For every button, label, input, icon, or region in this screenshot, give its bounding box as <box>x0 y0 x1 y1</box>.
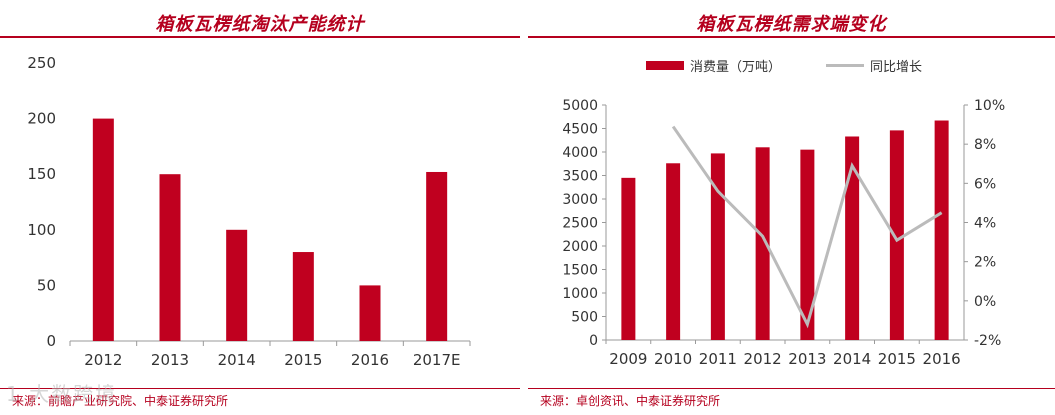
left-title-rule <box>0 36 520 38</box>
bar-2012 <box>92 118 114 341</box>
bar-2015 <box>889 130 904 340</box>
y-tick-label: 500 <box>571 310 598 326</box>
right-chart-panel: 箱板瓦楞纸需求端变化 消费量（万吨） 同比增长 0 500 1000 1500 2000… <box>528 0 1055 415</box>
x-tick-label: 2009 <box>609 350 647 368</box>
x-tick-label: 2013 <box>788 350 826 368</box>
y-tick-label: 0 <box>589 333 598 349</box>
y-tick-label: 1000 <box>562 286 598 302</box>
y2-tick-label: 4% <box>974 216 996 232</box>
right-title-rule <box>528 36 1055 38</box>
left-chart-title: 箱板瓦楞纸淘汰产能统计 <box>155 14 365 35</box>
x-tick-label: 2014 <box>218 351 256 369</box>
y-tick-label: 100 <box>27 221 56 239</box>
y-tick-label: 4000 <box>562 145 598 161</box>
x-tick-label: 2017E <box>413 351 461 369</box>
bar-2015 <box>292 252 314 341</box>
bar-2013 <box>159 174 181 341</box>
bar-2017E <box>426 171 448 341</box>
y-tick-label: 0 <box>46 332 56 350</box>
right-chart-title: 箱板瓦楞纸需求端变化 <box>696 14 887 35</box>
legend-bar-swatch <box>646 61 684 70</box>
y-tick-label: 250 <box>27 54 56 72</box>
legend-bar-label: 消费量（万吨） <box>690 60 782 75</box>
legend-line-label: 同比增长 <box>870 60 923 75</box>
bar-2016 <box>359 285 381 341</box>
right-source-rule <box>528 388 1055 389</box>
x-tick-label: 2010 <box>654 350 692 368</box>
y-tick-label: 3500 <box>562 169 598 185</box>
bar-2016 <box>934 120 949 340</box>
x-tick-label: 2016 <box>923 350 961 368</box>
y-tick-label: 2000 <box>562 239 598 255</box>
legend-line-swatch <box>826 64 864 67</box>
bar-2013 <box>800 149 815 340</box>
x-tick-label: 2015 <box>878 350 916 368</box>
left-bar-chart: 0 50 100 150 200 250 2012 2013 2014 2015 2016 2017E <box>27 54 471 369</box>
left-source-text: 来源：前瞻产业研究院、中泰证券研究所 <box>12 394 229 408</box>
left-title-bar: 箱板瓦楞纸淘汰产能统计 <box>0 4 520 38</box>
y2-tick-label: 0% <box>974 294 996 310</box>
y-tick-label: 2500 <box>562 216 598 232</box>
x-tick-label: 2013 <box>151 351 189 369</box>
y-tick-label: 5000 <box>562 98 598 114</box>
x-tick-label: 2016 <box>351 351 389 369</box>
y-tick-label: 1500 <box>562 263 598 279</box>
legend-bar-entry: 消费量（万吨） <box>646 56 781 75</box>
bar-2014 <box>226 229 248 341</box>
y2-tick-label: 8% <box>974 137 996 153</box>
left-chart-panel: 箱板瓦楞纸淘汰产能统计 0 50 100 150 200 250 2012 2013 2014 2… <box>0 0 520 415</box>
y-tick-label: 150 <box>27 165 56 183</box>
right-source-text: 来源：卓创资讯、中泰证券研究所 <box>540 394 721 408</box>
right-combo-chart: 0 500 1000 1500 2000 2500 3000 3500 4000 4500 5000… <box>562 98 1005 368</box>
bar-2011 <box>710 153 725 340</box>
y-tick-label: 200 <box>27 110 56 128</box>
x-tick-label: 2014 <box>833 350 871 368</box>
legend-line-entry: 同比增长 <box>826 56 922 75</box>
y2-tick-label: -2% <box>974 333 1001 349</box>
y2-tick-label: 10% <box>974 98 1005 114</box>
right-title-bar: 箱板瓦楞纸需求端变化 <box>528 4 1055 38</box>
bar-2010 <box>666 163 681 340</box>
y-tick-label: 50 <box>37 276 56 294</box>
x-tick-label: 2012 <box>744 350 782 368</box>
bar-2012 <box>755 147 770 340</box>
y-tick-label: 3000 <box>562 192 598 208</box>
x-tick-label: 2011 <box>699 350 737 368</box>
y-tick-label: 4500 <box>562 122 598 138</box>
growth-line <box>671 125 943 329</box>
x-tick-label: 2012 <box>84 351 122 369</box>
bar-2014 <box>845 136 860 340</box>
y2-tick-label: 6% <box>974 176 996 192</box>
y2-tick-label: 2% <box>974 255 996 271</box>
bar-2009 <box>621 177 636 340</box>
watermark-text: 1 大数跨境 <box>6 382 118 406</box>
left-source-rule <box>0 388 520 389</box>
x-tick-label: 2015 <box>284 351 322 369</box>
